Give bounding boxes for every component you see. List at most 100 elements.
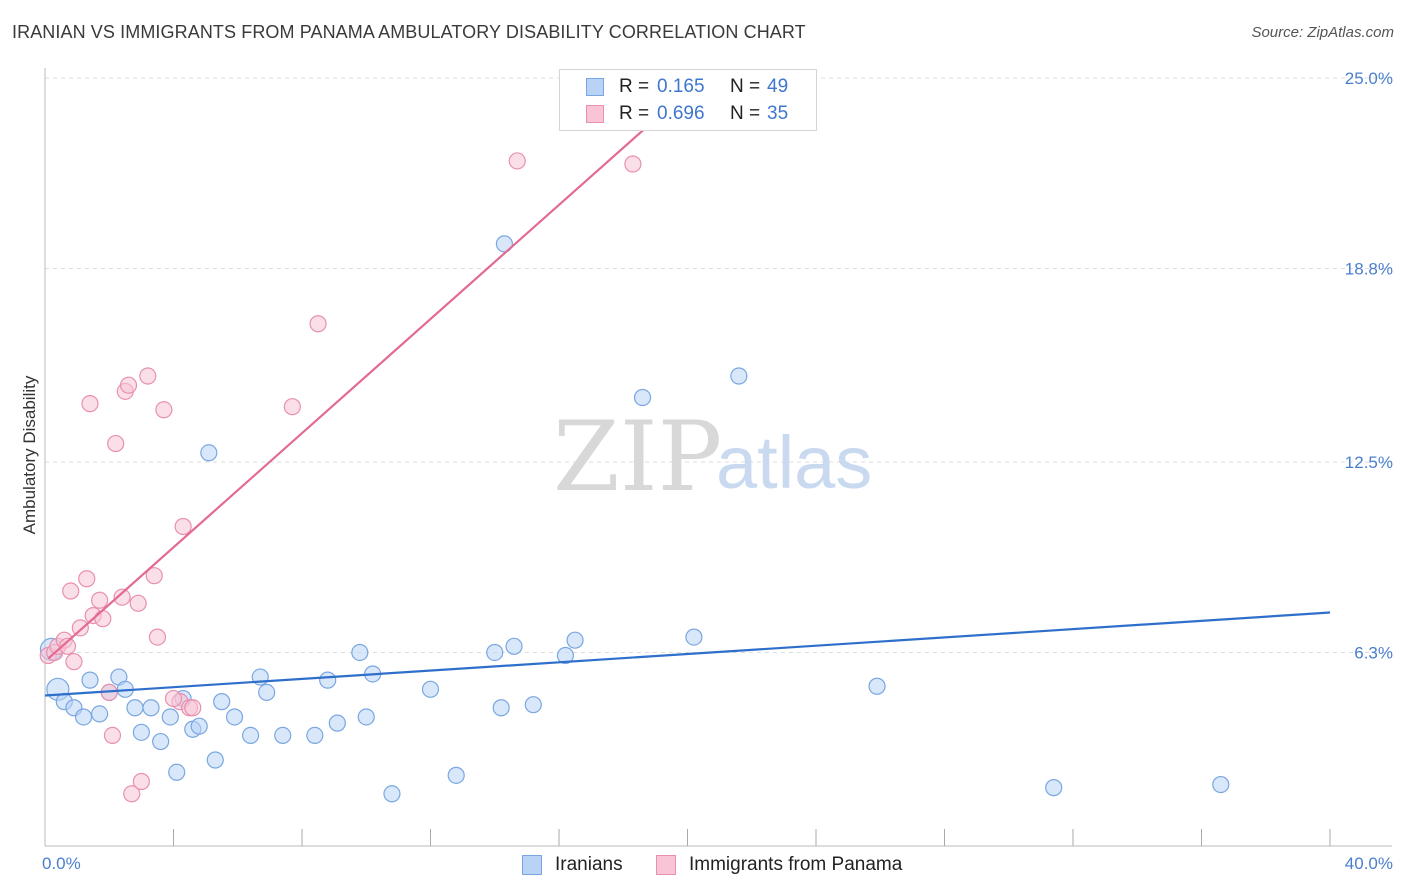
iranians-point — [152, 732, 170, 751]
chart-title: IRANIAN VS IMMIGRANTS FROM PANAMA AMBULA… — [12, 22, 806, 42]
panama-point — [139, 367, 157, 385]
iranians-point — [383, 785, 401, 803]
panama-point — [113, 588, 131, 606]
panama-point — [91, 591, 109, 609]
x-tick-label: 0.0% — [42, 854, 81, 873]
data-points — [39, 152, 1230, 803]
grid-lines — [45, 77, 1392, 653]
r-value: 0.696 — [657, 103, 705, 124]
panama-point — [71, 619, 89, 637]
iranians-point — [633, 388, 652, 407]
iranians-point — [200, 444, 218, 462]
iranians-point — [258, 683, 276, 702]
iranians-point — [81, 671, 99, 689]
panama-point — [508, 152, 526, 170]
iranians-point — [556, 646, 575, 665]
panama-point — [309, 315, 327, 333]
y-tick-label: 25.0% — [1345, 69, 1393, 88]
x-tick-label: 40.0% — [1345, 854, 1393, 873]
iranians-point — [495, 235, 513, 253]
y-tick-label: 6.3% — [1354, 643, 1393, 662]
panama-point — [624, 155, 642, 173]
panama-point — [174, 517, 192, 536]
iranians-point — [492, 699, 510, 717]
blue-swatch-icon — [522, 855, 542, 875]
iranians-point — [524, 696, 542, 714]
iranians-point — [351, 643, 369, 662]
iranians-point — [274, 726, 292, 745]
stats-box: R = 0.165 N = 49 R = 0.696 N = 35 — [559, 69, 817, 131]
watermark: ZIP atlas — [553, 401, 872, 513]
iranians-point — [91, 705, 109, 723]
r-label: R = — [619, 103, 650, 124]
tick-labels: 6.3% 12.5% 18.8% 25.0% 0.0% 40.0% — [42, 69, 1393, 873]
iranians-point — [730, 367, 748, 385]
r-value: 0.165 — [657, 76, 705, 97]
iranians-point — [566, 631, 584, 649]
iranians-point — [685, 628, 703, 646]
iranians-point — [1045, 779, 1063, 797]
panama-point — [145, 567, 163, 585]
panama-point — [65, 653, 83, 671]
panama-point — [283, 398, 301, 416]
y-tick-label: 12.5% — [1345, 453, 1393, 472]
iranians-point — [74, 708, 93, 726]
panama-point — [81, 395, 99, 413]
chart-source: Source: ZipAtlas.com — [1251, 24, 1394, 41]
iranians-point — [225, 708, 244, 726]
watermark-zip: ZIP — [553, 401, 722, 513]
iranians-point — [132, 723, 150, 741]
r-label: R = — [619, 76, 650, 97]
iranians-point — [168, 763, 186, 781]
panama-point — [94, 610, 112, 628]
iranians-trend-line — [44, 611, 1331, 697]
panama-trend-line — [47, 95, 682, 660]
blue-swatch-icon — [586, 78, 604, 96]
iranians-point — [868, 677, 886, 695]
iranians-point — [421, 680, 440, 698]
iranians-point — [213, 693, 231, 711]
panama-point — [155, 401, 173, 419]
iranians-point — [505, 637, 523, 655]
n-value: 49 — [767, 76, 789, 97]
iranians-point — [190, 717, 208, 735]
n-label: N = — [730, 103, 761, 124]
iranians-point — [242, 726, 260, 745]
axes — [44, 68, 1392, 847]
y-axis-title: Ambulatory Disability — [20, 375, 39, 534]
panama-point — [148, 628, 167, 646]
iranians-point — [161, 708, 179, 726]
y-tick-label: 18.8% — [1345, 259, 1393, 278]
n-label: N = — [730, 76, 761, 97]
chart-legend: Iranians Immigrants from Panama — [0, 851, 1406, 879]
pink-swatch-icon — [656, 855, 676, 875]
panama-point — [119, 376, 138, 394]
iranians-point — [126, 699, 144, 717]
iranians-point — [319, 671, 337, 689]
trend-lines — [44, 95, 1331, 697]
iranians-point — [142, 699, 160, 717]
panama-point — [164, 689, 183, 708]
panama-point — [132, 772, 150, 791]
legend-label: Immigrants from Panama — [689, 854, 903, 875]
iranians-point — [328, 714, 346, 732]
panama-point — [62, 582, 80, 600]
pink-swatch-icon — [586, 105, 604, 123]
panama-point — [123, 785, 141, 803]
panama-point — [129, 594, 147, 612]
watermark-atlas: atlas — [716, 421, 872, 504]
panama-point — [107, 434, 125, 453]
iranians-point — [486, 643, 504, 662]
panama-point — [58, 637, 77, 655]
iranians-point — [306, 726, 324, 745]
n-value: 35 — [767, 103, 789, 124]
panama-point — [184, 699, 202, 717]
legend-label: Iranians — [555, 854, 623, 875]
iranians-point — [447, 766, 465, 784]
iranians-point — [1212, 775, 1230, 794]
panama-point — [103, 726, 122, 745]
iranians-point — [357, 708, 375, 726]
iranians-point — [206, 751, 224, 769]
